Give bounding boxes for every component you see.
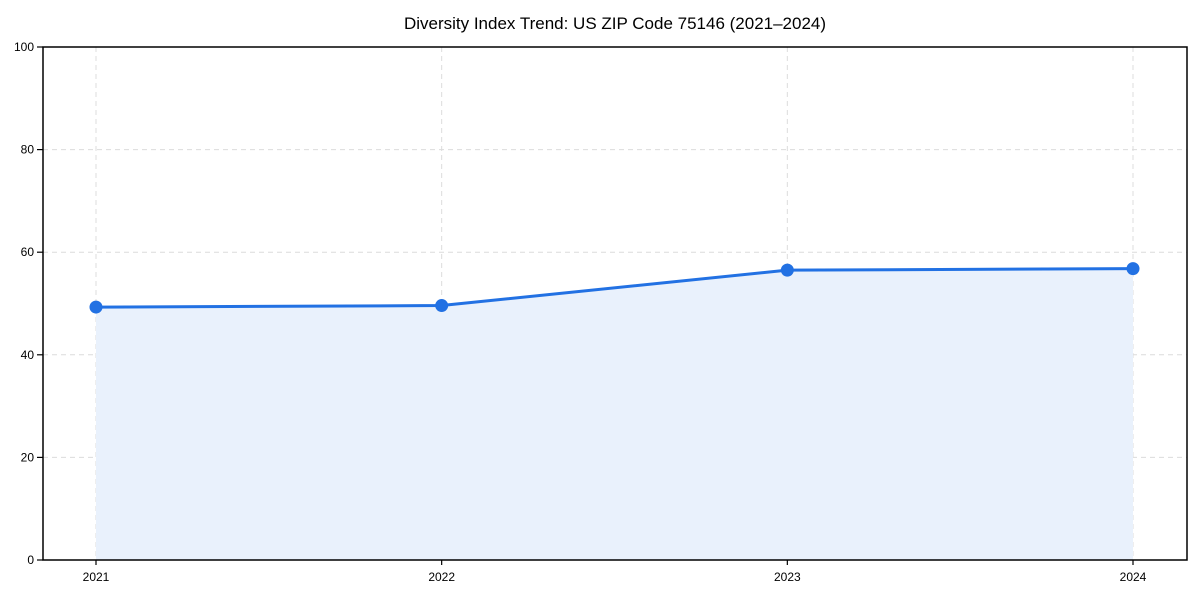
data-point-marker <box>435 299 449 313</box>
area-layer <box>96 268 1133 560</box>
x-axis-tick-label: 2023 <box>774 570 801 584</box>
x-axis-tick-label: 2021 <box>83 570 110 584</box>
x-axis-tick-label: 2024 <box>1120 570 1147 584</box>
data-point-marker <box>1126 262 1140 276</box>
data-point-marker <box>89 300 103 314</box>
y-axis-tick-label: 20 <box>21 450 35 464</box>
y-axis-tick-label: 0 <box>27 553 34 567</box>
y-axis-tick-label: 60 <box>21 245 35 259</box>
plot-frame <box>42 46 1188 561</box>
frame-layer <box>42 46 1188 561</box>
series-area-fill <box>96 268 1133 560</box>
y-axis-tick-label: 40 <box>21 348 35 362</box>
chart-title: Diversity Index Trend: US ZIP Code 75146… <box>404 14 826 33</box>
y-axis-tick-label: 100 <box>14 40 34 54</box>
series-line <box>94 267 1135 309</box>
marker-layer <box>89 262 1140 314</box>
tick-layer: 0 20 40 60 80 100 2021 2022 2023 2024 <box>14 40 1147 584</box>
data-point-marker <box>780 263 794 277</box>
line-layer <box>94 267 1135 309</box>
y-axis-tick-label: 80 <box>21 143 35 157</box>
x-axis-tick-label: 2022 <box>428 570 455 584</box>
